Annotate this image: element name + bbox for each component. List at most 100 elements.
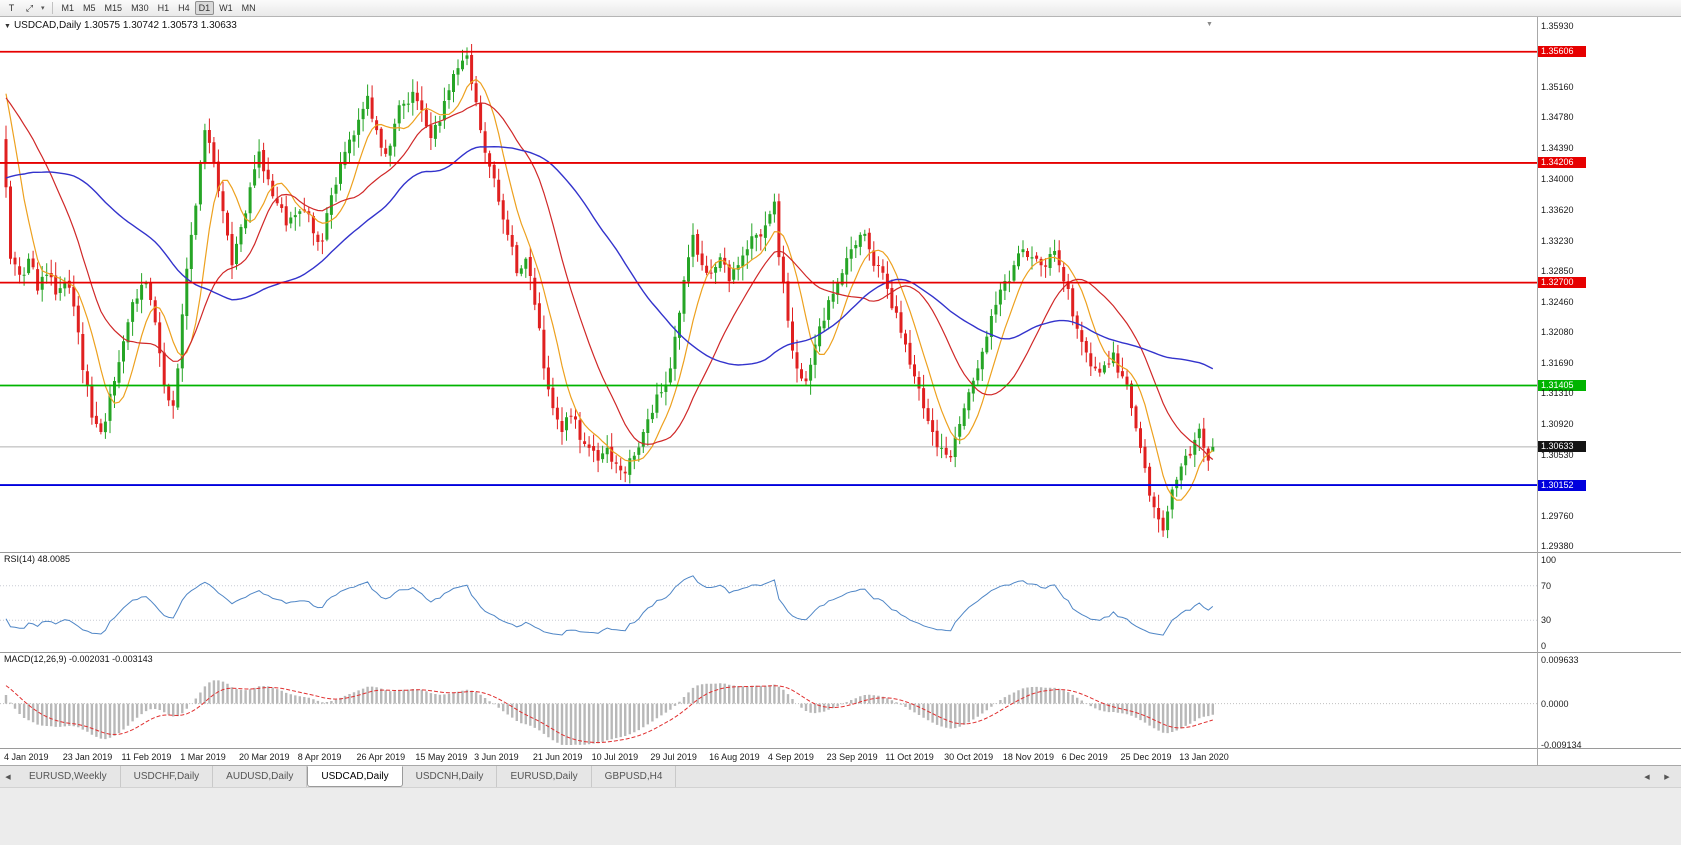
date-axis-label: 6 Dec 2019 [1061, 752, 1108, 762]
rsi-label: RSI(14) 48.0085 [4, 554, 70, 564]
ma-50-line [5, 145, 1214, 370]
price-axis-tick: 1.29380 [1541, 541, 1574, 552]
date-axis-label: 20 Mar 2019 [239, 752, 290, 762]
timeframe-button-m30[interactable]: M30 [131, 3, 149, 13]
timeframe-button-m15[interactable]: M15 [104, 3, 123, 13]
price-axis-tick: 1.32080 [1541, 326, 1574, 337]
date-axis-label: 11 Feb 2019 [121, 752, 172, 762]
price-axis-tick: 1.32850 [1541, 265, 1574, 276]
chart-shift-marker-icon: ▼ [1206, 21, 1213, 28]
panel-separator[interactable] [0, 748, 1681, 749]
tab-eurusd-weekly[interactable]: EURUSD,Weekly [16, 766, 121, 787]
price-axis-tick: 1.33620 [1541, 204, 1574, 215]
candles-layer[interactable] [4, 44, 1215, 539]
date-axis-label: 1 Mar 2019 [180, 752, 226, 762]
macd-axis-tick: -0.009134 [1541, 740, 1582, 750]
panel-separator[interactable] [0, 652, 1681, 653]
rsi-axis-tick: 0 [1541, 641, 1547, 651]
price-axis-tick: 1.34000 [1541, 174, 1574, 185]
price-axis-tick: 1.34780 [1541, 112, 1574, 123]
price-axis-tick: 1.30920 [1541, 419, 1574, 430]
bottom-empty-strip [0, 787, 1681, 845]
price-line-badge: 1.35606 [1538, 46, 1586, 58]
timeframe-button-w1[interactable]: W1 [219, 3, 233, 13]
ohlc-text: USDCAD,Daily 1.30575 1.30742 1.30573 1.3… [13, 20, 237, 31]
date-axis-label: 21 Jun 2019 [532, 752, 583, 762]
timeframe-button-h1[interactable]: H1 [157, 3, 170, 13]
chart-title-ohlc: ▼ USDCAD,Daily 1.30575 1.30742 1.30573 1.… [4, 20, 237, 31]
date-axis-label: 15 May 2019 [415, 752, 468, 762]
chart-area[interactable]: 1.35606 1.34206 1.32700 1.31405 1.30152 1.306… [0, 17, 1681, 765]
price-axis-tick: 1.35160 [1541, 82, 1574, 93]
tab-usdcnh-daily[interactable]: USDCNH,Daily [403, 766, 498, 787]
timeframe-button-h4[interactable]: H4 [178, 3, 190, 13]
date-axis-label: 25 Dec 2019 [1120, 752, 1172, 762]
price-line-badge: 1.34206 [1538, 157, 1586, 169]
tab-audusd-daily[interactable]: AUDUSD,Daily [213, 766, 308, 787]
rsi-axis-tick: 70 [1541, 580, 1552, 591]
tabs-scroll-left-icon[interactable]: ◀ [5, 773, 11, 781]
dropdown-caret-icon[interactable]: ▾ [41, 5, 45, 12]
rsi-axis-tick: 30 [1541, 615, 1552, 626]
date-axis-label: 23 Sep 2019 [826, 752, 878, 762]
timeframe-button-mn[interactable]: MN [241, 3, 256, 13]
date-axis-label: 18 Nov 2019 [1002, 752, 1054, 762]
macd-label: MACD(12,26,9) -0.002031 -0.003143 [4, 654, 153, 664]
panel-separator[interactable] [0, 552, 1681, 553]
tabs-scroll-forward-icon[interactable]: ▶ [1664, 773, 1670, 781]
price-line-badge: 1.31405 [1538, 380, 1586, 391]
date-axis-label: 4 Sep 2019 [767, 752, 814, 762]
date-axis-label: 11 Oct 2019 [885, 752, 934, 762]
price-line-badge: 1.32700 [1538, 277, 1586, 289]
date-axis-label: 10 Jul 2019 [591, 752, 639, 762]
timeframe-button-m1[interactable]: M1 [61, 3, 75, 13]
price-line-badge: 1.30152 [1538, 479, 1586, 491]
rsi-name: RSI(14) [4, 554, 36, 564]
tabs-scroll-back-icon[interactable]: ◀ [1644, 773, 1650, 781]
date-axis-label: 16 Aug 2019 [709, 752, 760, 762]
price-axis-tick: 1.30530 [1541, 450, 1574, 461]
crosshair-tool-button[interactable]: ⤢ [25, 3, 34, 13]
date-axis-label: 4 Jan 2019 [4, 752, 49, 762]
macd-signal-line [5, 685, 1213, 744]
toolbar-separator [51, 2, 53, 14]
date-axis-label: 8 Apr 2019 [297, 752, 342, 762]
timeframe-button-m5[interactable]: M5 [83, 3, 96, 13]
rsi-value: 48.0085 [37, 554, 71, 564]
price-axis-tick: 1.35930 [1541, 20, 1574, 31]
tab-usdchf-daily[interactable]: USDCHF,Daily [121, 766, 214, 787]
tab-gbpusd-h4[interactable]: GBPUSD,H4 [592, 766, 677, 787]
price-axis-tick: 1.34390 [1541, 143, 1574, 154]
macd-histogram [4, 680, 1214, 745]
ma-21-line [5, 97, 1214, 460]
rsi-axis-tick: 100 [1541, 555, 1557, 565]
tab-usdcad-daily[interactable]: USDCAD,Daily [307, 766, 403, 787]
price-axis-tick: 1.31310 [1541, 388, 1574, 399]
price-axis-divider[interactable] [1537, 17, 1538, 765]
timeframe-button-d1[interactable]: D1 [194, 1, 215, 15]
chart-canvas[interactable] [0, 17, 1681, 765]
date-axis-label: 3 Jun 2019 [474, 752, 519, 762]
date-axis-label: 30 Oct 2019 [944, 752, 994, 762]
chart-tabs-bar: ◀ EURUSD,Weekly USDCHF,Daily AUDUSD,Daily US… [0, 765, 1681, 787]
chart-overlays: 1.35606 1.34206 1.32700 1.31405 1.30152 1.306… [0, 17, 1681, 765]
price-axis-tick: 1.33230 [1541, 235, 1574, 246]
current-price-badge: 1.30633 [1538, 441, 1586, 453]
macd-axis-tick: 0.009633 [1541, 655, 1579, 665]
date-axis-label: 26 Apr 2019 [356, 752, 406, 762]
tabs-scroll-right-group: ◀ ▶ [1635, 766, 1679, 787]
collapse-triangle-icon[interactable]: ▼ [4, 23, 11, 30]
tab-eurusd-daily[interactable]: EURUSD,Daily [497, 766, 592, 787]
price-axis-tick: 1.31690 [1541, 357, 1574, 368]
date-axis-label: 23 Jan 2019 [62, 752, 113, 762]
text-tool-button[interactable]: T [8, 3, 15, 13]
chart-toolbar: T ⤢ ▾ M1 M5 M15 M30 H1 H4 D1 W1 MN [0, 0, 1681, 17]
macd-name: MACD(12,26,9) [4, 654, 67, 664]
rsi-line [5, 575, 1214, 636]
price-axis-tick: 1.29760 [1541, 511, 1574, 522]
macd-axis-tick: 0.0000 [1541, 698, 1569, 709]
macd-value: -0.002031 -0.003143 [69, 654, 153, 664]
date-axis-label: 29 Jul 2019 [650, 752, 697, 762]
ma-8-line [5, 78, 1214, 501]
